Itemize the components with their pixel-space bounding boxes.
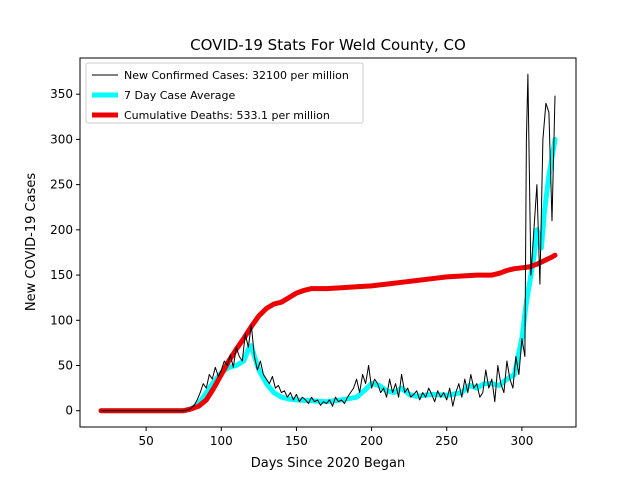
chart-title: COVID-19 Stats For Weld County, CO — [190, 36, 466, 54]
y-tick-label: 200 — [50, 223, 73, 237]
x-tick-label: 150 — [285, 434, 308, 448]
legend-label: 7 Day Case Average — [124, 89, 236, 102]
series-line-new-cases — [100, 73, 556, 412]
y-tick-label: 50 — [58, 359, 73, 373]
x-axis-ticks: 50 100 150 200 250 300 — [138, 427, 533, 448]
y-tick-label: 350 — [50, 87, 73, 101]
legend: New Confirmed Cases: 32100 per million 7 … — [85, 62, 364, 124]
y-tick-label: 250 — [50, 178, 73, 192]
x-tick-label: 200 — [360, 434, 383, 448]
y-tick-label: 150 — [50, 268, 73, 282]
x-tick-label: 250 — [435, 434, 458, 448]
plot-frame — [79, 57, 577, 428]
y-axis-label: New COVID-19 Cases — [24, 173, 39, 311]
x-axis-label: Days Since 2020 Began — [251, 456, 406, 471]
plot-area — [79, 57, 577, 428]
legend-box — [85, 62, 364, 124]
x-tick-label: 300 — [510, 434, 533, 448]
y-axis-ticks: 0 50 100 150 200 250 300 350 — [50, 87, 80, 418]
x-tick-label: 100 — [210, 434, 233, 448]
y-tick-label: 100 — [50, 313, 73, 327]
series-layer — [98, 73, 558, 414]
y-tick-label: 300 — [50, 132, 73, 146]
x-tick-label: 50 — [138, 434, 153, 448]
y-tick-label: 0 — [65, 404, 73, 418]
legend-label: Cumulative Deaths: 533.1 per million — [124, 109, 330, 122]
series-line-cumulative-deaths — [98, 252, 558, 414]
legend-label: New Confirmed Cases: 32100 per million — [124, 69, 349, 82]
legend-items: New Confirmed Cases: 32100 per million 7 … — [92, 69, 349, 122]
